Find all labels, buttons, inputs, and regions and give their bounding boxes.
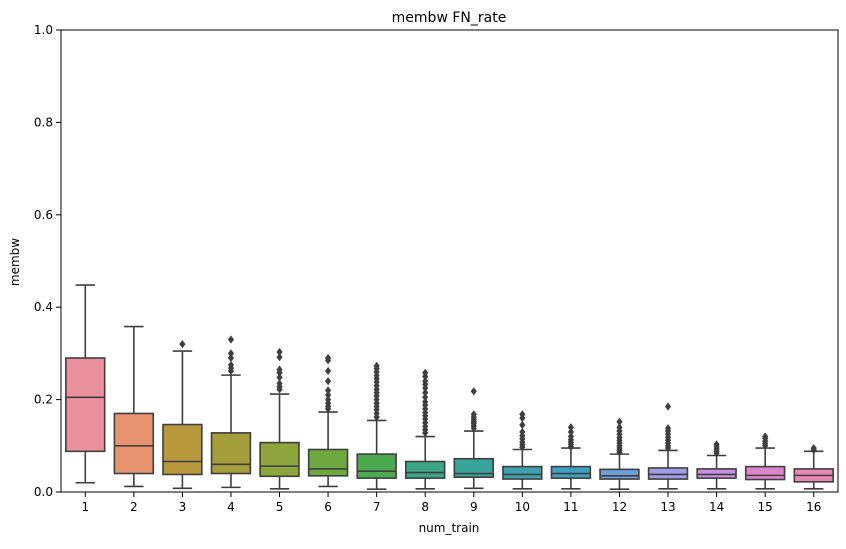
x-tick-label: 11 [563,500,578,514]
x-tick-label: 8 [421,500,429,514]
x-tick-label: 15 [758,500,773,514]
box [113,412,155,475]
box [259,441,300,478]
x-tick-label: 3 [179,500,187,514]
chart-title: membw FN_rate [392,10,507,26]
box [744,465,786,481]
box-group-5 [259,347,300,490]
outlier-point [325,366,332,376]
outlier-point [227,353,235,363]
box-group-6 [307,353,349,488]
outlier-point [519,420,526,430]
x-tick-label: 6 [324,500,332,514]
outlier-point [325,390,332,400]
outlier-point [567,432,574,441]
box [356,453,397,479]
y-tick-label: 1.0 [34,23,53,37]
box [65,357,106,453]
x-tick-label: 14 [709,500,724,514]
x-tick-label: 12 [612,500,627,514]
outlier-point [713,440,720,449]
box-group-15 [744,432,786,490]
outlier-point [325,353,332,363]
outlier-point [422,393,429,402]
box-group-10 [502,410,543,490]
x-tick-label: 13 [660,500,675,514]
y-tick-label: 0.4 [34,300,53,314]
outlier-point [616,417,623,426]
y-tick-label: 0.6 [34,208,53,222]
outlier-point [567,427,574,437]
x-tick-label: 10 [515,500,530,514]
x-axis-label: num_train [419,521,480,535]
outlier-point [276,379,283,388]
axes-layer: 0.00.20.40.60.81.01 2 3 4 5 6 7 8 9 10 11 12 13 14 15 1… [34,23,839,514]
outlier-point [519,427,526,437]
box [647,467,689,480]
outlier-point [422,377,429,386]
outlier-point [664,402,672,411]
box [502,465,543,480]
outlier-point [422,388,429,397]
outlier-point [227,360,235,370]
box-group-13 [647,402,689,490]
plot-frame [60,29,839,493]
outlier-point [567,423,574,432]
outlier-point [179,340,186,349]
box [404,460,446,479]
box [162,423,203,476]
x-tick-label: 1 [81,500,89,514]
outlier-point [762,432,769,441]
y-axis-label: membw [8,238,22,286]
x-tick-label: 16 [806,500,821,514]
box [550,465,592,479]
box [453,457,495,479]
box-group-4 [210,335,252,489]
outlier-point [519,410,526,419]
box-group-1 [65,284,106,484]
box-group-16 [793,444,834,490]
outlier-point [276,347,283,357]
outlier-point [373,361,380,370]
outlier-point [810,444,817,453]
box-group-14 [696,440,737,490]
outlier-point [276,365,283,374]
outlier-point [616,423,623,432]
outlier-point [227,335,235,344]
box [307,448,349,477]
box [599,468,640,480]
outlier-point [276,352,283,362]
x-tick-label: 4 [227,500,235,514]
boxes-layer [65,284,834,491]
box-group-11 [550,423,592,490]
y-tick-label: 0.2 [34,393,53,407]
box [210,432,252,475]
outlier-point [422,397,429,407]
outlier-point [227,349,235,358]
x-tick-label: 9 [470,500,478,514]
outlier-point [664,424,672,433]
outlier-point [325,377,332,386]
box-group-2 [113,325,155,488]
outlier-point [422,368,429,377]
box-group-9 [453,387,495,490]
outlier-point [470,410,477,419]
outlier-point [470,387,477,396]
box-group-12 [599,417,640,491]
x-tick-label: 7 [373,500,381,514]
outlier-point [276,373,283,382]
y-tick-label: 0.0 [34,485,53,499]
x-tick-label: 5 [276,500,284,514]
outlier-point [325,386,332,395]
outlier-point [325,395,332,404]
box-group-7 [356,361,397,491]
box-group-8 [404,368,446,490]
x-tick-label: 2 [130,500,138,514]
box [696,468,737,479]
y-tick-label: 0.8 [34,115,53,129]
box-group-3 [162,340,203,490]
